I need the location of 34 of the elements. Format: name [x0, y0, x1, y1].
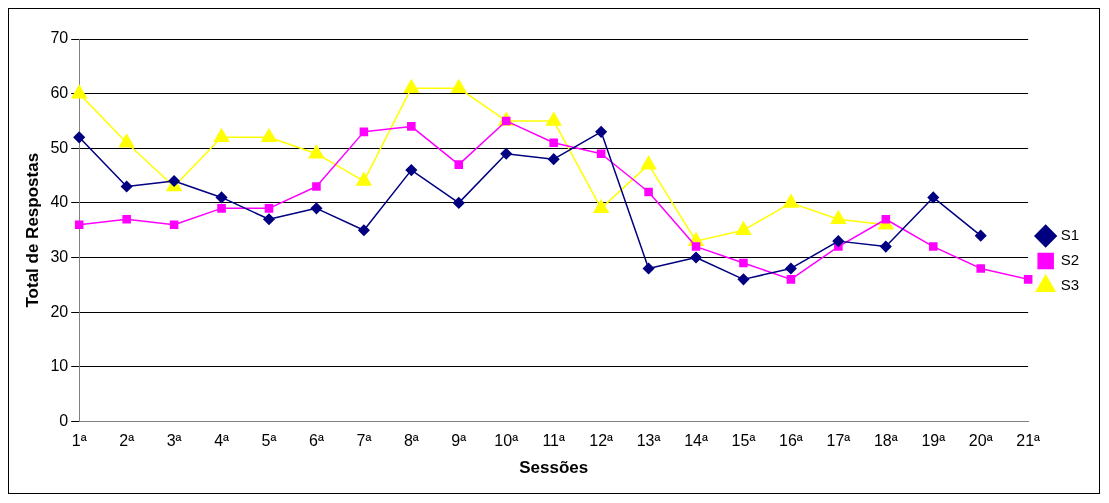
y-tick-label: 50	[50, 138, 69, 156]
y-tick-label: 10	[50, 357, 69, 375]
x-tick-label: 18ª	[873, 432, 898, 450]
x-tick-label: 3ª	[166, 432, 182, 450]
x-tick-label: 15ª	[731, 432, 756, 450]
x-tick-label: 5ª	[261, 432, 277, 450]
x-tick-label: 4ª	[214, 432, 230, 450]
x-axis-title: Sessões	[519, 458, 589, 478]
y-tick-label: 30	[50, 247, 69, 265]
x-tick-label: 10ª	[494, 432, 519, 450]
x-tick-label: 7ª	[356, 432, 372, 450]
x-tick-label: 19ª	[921, 432, 946, 450]
x-tick-label: 6ª	[309, 432, 324, 450]
x-tick-label: 9ª	[451, 432, 467, 450]
x-tick-label: 12ª	[589, 432, 614, 450]
y-tick-label: 60	[50, 84, 69, 102]
legend-label: S3	[1060, 276, 1080, 294]
y-tick-label: 0	[59, 411, 69, 429]
x-tick-label: 21ª	[1016, 432, 1041, 450]
legend-label: S2	[1060, 251, 1080, 269]
legend-label: S1	[1060, 226, 1080, 244]
x-tick-label: 11ª	[542, 432, 566, 450]
x-tick-label: 1ª	[71, 432, 87, 450]
y-tick-label: 70	[50, 29, 69, 47]
x-tick-label: 14ª	[684, 432, 708, 450]
y-tick-label: 40	[50, 193, 69, 211]
x-tick-label: 13ª	[636, 432, 661, 450]
y-axis-title: Total de Respostas	[22, 152, 42, 308]
x-tick-label: 16ª	[779, 432, 803, 450]
x-tick-label: 8ª	[403, 432, 419, 450]
x-tick-label: 17ª	[826, 432, 851, 450]
y-tick-label: 20	[50, 302, 69, 320]
x-tick-label: 20ª	[968, 432, 993, 450]
x-tick-label: 2ª	[119, 432, 135, 450]
